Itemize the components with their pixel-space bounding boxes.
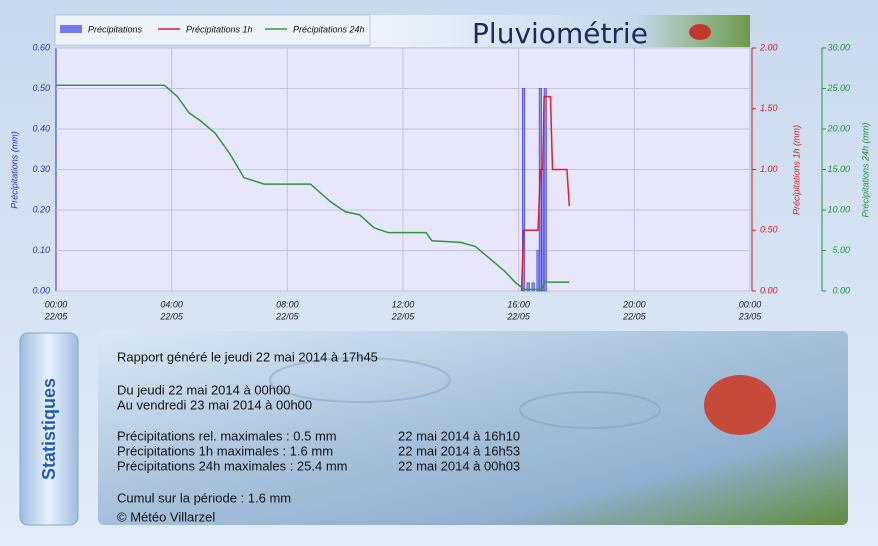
- ladybug-icon: [689, 24, 711, 40]
- stats-copyright: © Météo Villarzel: [117, 509, 215, 524]
- y-tick-label: 0.20: [32, 204, 50, 214]
- y3-tick-label: 30.00: [827, 42, 850, 52]
- line: [520, 95, 571, 292]
- y3-tick-label: 5.00: [832, 245, 850, 255]
- banner: [370, 15, 750, 47]
- x-tick-date: 22/05: [159, 311, 184, 321]
- y3-tick-label: 0.00: [832, 285, 850, 295]
- legend-swatch: [60, 25, 82, 33]
- line: [56, 84, 570, 291]
- y3-tick-label: 15.00: [827, 164, 850, 174]
- ladybug: [704, 375, 776, 435]
- x-tick-label: 04:00: [160, 299, 183, 309]
- x-tick-label: 08:00: [276, 299, 299, 309]
- y-tick-label: 0.30: [32, 164, 50, 174]
- stats-date: 22 mai 2014 à 16h10: [398, 428, 520, 443]
- bar: [543, 88, 547, 292]
- legend-label: Précipitations 24h: [293, 24, 365, 34]
- y3-tick-label: 10.00: [827, 204, 850, 214]
- y-axis-label: Précipitations (mm): [9, 131, 19, 209]
- stats-date: 22 mai 2014 à 16h53: [398, 443, 520, 458]
- stats-date: 22 mai 2014 à 00h03: [398, 458, 520, 473]
- stats-cumul: Cumul sur la période : 1.6 mm: [117, 490, 291, 505]
- x-tick-date: 22/05: [622, 311, 647, 321]
- legend-label: Précipitations 1h: [186, 24, 253, 34]
- x-tick-date: 23/05: [738, 311, 763, 321]
- y-tick-label: 0.10: [32, 245, 50, 255]
- y2-tick-label: 0.50: [760, 225, 778, 235]
- plot: 00:00 22/05 04:00 22/05 08:00 22/05 12:00 22/05…: [32, 42, 850, 321]
- stats-report: Rapport généré le jeudi 22 mai 2014 à 17…: [117, 349, 378, 364]
- y2-tick-label: 1.00: [760, 164, 778, 174]
- y3-tick-label: 20.00: [826, 123, 850, 133]
- ripple: [269, 357, 451, 403]
- x-tick-date: 22/05: [391, 311, 416, 321]
- y-tick-label: 0.40: [32, 123, 50, 133]
- x-tick-date: 22/05: [506, 311, 531, 321]
- stats-rows: Précipitations rel. maximales : 0.5 mm 22…: [117, 428, 520, 473]
- stats-tab: [19, 332, 79, 526]
- stats-label: Précipitations 24h maximales : 25.4 mm: [117, 458, 347, 473]
- y-tick-label: 0.60: [32, 42, 50, 52]
- x-tick-label: 00:00: [45, 299, 68, 309]
- bar: [522, 88, 526, 292]
- ripple: [519, 391, 661, 429]
- y-tick-label: 0.00: [32, 285, 50, 295]
- bar: [541, 169, 545, 292]
- y3-tick-label: 25.00: [826, 83, 850, 93]
- x-tick-date: 22/05: [275, 311, 300, 321]
- stats-to: Au vendredi 23 mai 2014 à 00h00: [117, 397, 312, 412]
- x-tick-label: 12:00: [392, 299, 415, 309]
- bar: [526, 282, 530, 292]
- x-tick-label: 00:00: [739, 299, 762, 309]
- y3-axis-label: Précipitations 24h (mm): [860, 122, 870, 217]
- y-tick-label: 0.50: [32, 83, 50, 93]
- stats-label: Précipitations rel. maximales : 0.5 mm: [117, 428, 337, 443]
- y2-axis-label: Précipitations 1h (mm): [791, 125, 801, 215]
- stats-title: Statistiques: [39, 378, 59, 480]
- x-tick-date: 22/05: [44, 311, 69, 321]
- stats-panel: [98, 331, 848, 525]
- y2-tick-label: 1.50: [760, 103, 778, 113]
- legend: [54, 14, 371, 46]
- y2-tick-label: 0.00: [760, 285, 778, 295]
- y2-tick-label: 2.00: [759, 42, 778, 52]
- bar: [531, 282, 535, 292]
- x-tick-label: 16:00: [507, 299, 530, 309]
- chart-title: Pluviométrie: [472, 17, 648, 50]
- x-tick-label: 20:00: [622, 299, 646, 309]
- stats-label: Précipitations 1h maximales : 1.6 mm: [117, 443, 333, 458]
- stats-from: Du jeudi 22 mai 2014 à 00h00: [117, 382, 290, 397]
- legend-label: Précipitations: [88, 24, 143, 34]
